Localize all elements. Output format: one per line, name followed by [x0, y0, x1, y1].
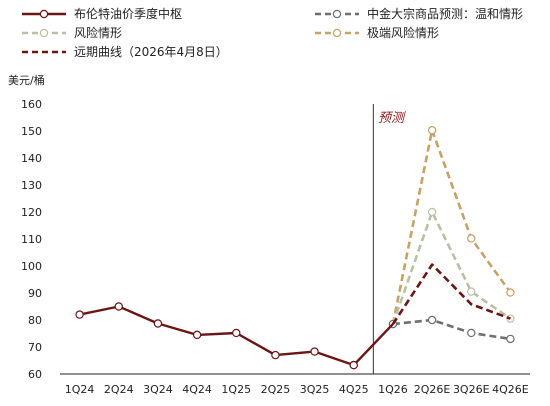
- y-tick-label: 160: [21, 98, 42, 111]
- x-tick-label: 1Q25: [221, 383, 251, 396]
- series-line-4: [391, 263, 511, 325]
- legend-label: 中金大宗商品预测：温和情形: [367, 6, 523, 21]
- series-line-2: [391, 210, 512, 325]
- data-point-0: [153, 319, 163, 328]
- data-point-0: [192, 330, 202, 340]
- x-tick-label: 4Q25: [339, 383, 369, 396]
- y-tick-label: 130: [21, 179, 42, 192]
- data-point-0: [349, 360, 358, 370]
- data-point-0: [114, 302, 123, 311]
- data-point-0: [271, 350, 280, 360]
- y-axis-label: 美元/桶: [8, 73, 45, 87]
- data-point-3: [467, 234, 476, 243]
- x-tick-label: 2Q25: [261, 383, 291, 396]
- y-tick-label: 60: [28, 368, 42, 381]
- legend-swatch-marker: [39, 28, 49, 38]
- data-point-2: [427, 207, 437, 217]
- legend-swatch-marker: [332, 28, 342, 38]
- x-tick-label: 3Q26E: [453, 383, 490, 396]
- series-line-3: [391, 128, 512, 325]
- legend-swatch-marker: [332, 9, 342, 19]
- data-point-0: [75, 310, 84, 319]
- x-tick-label: 1Q26: [378, 383, 408, 396]
- legend-label: 极端风险情形: [367, 25, 439, 40]
- series-line-0: [79, 305, 355, 367]
- series-line-1: [392, 318, 511, 341]
- y-tick-label: 90: [28, 287, 42, 300]
- y-tick-label: 70: [28, 341, 42, 354]
- legend-label: 风险情形: [74, 25, 122, 40]
- data-point-0: [310, 347, 319, 356]
- legend-label: 布伦特油价季度中枢: [74, 6, 182, 21]
- y-tick-label: 150: [21, 125, 42, 138]
- y-tick-label: 110: [21, 233, 42, 246]
- y-tick-label: 80: [28, 314, 42, 327]
- history-forecast-bridge: [352, 323, 394, 366]
- data-point-2: [467, 287, 476, 296]
- legend-swatch-marker: [39, 9, 49, 19]
- legend-label: 远期曲线（2026年4月8日）: [74, 45, 228, 59]
- data-point-1: [506, 334, 515, 344]
- x-tick-label: 3Q24: [143, 383, 173, 396]
- x-tick-label: 2Q24: [104, 383, 134, 396]
- data-point-1: [467, 328, 476, 338]
- y-tick-labels: 60 70 80 90 100 110 120 130 140 150 160: [21, 98, 42, 381]
- y-tick-label: 140: [21, 152, 42, 165]
- data-point-0: [232, 328, 241, 338]
- x-tick-label: 4Q24: [182, 383, 212, 396]
- y-tick-label: 120: [21, 206, 42, 219]
- data-point-3: [506, 288, 515, 297]
- x-tick-label: 2Q26E: [414, 383, 451, 396]
- data-point-1: [427, 315, 437, 325]
- forecast-label: 预测: [378, 111, 406, 126]
- plot-area: [75, 125, 515, 370]
- x-tick-label: 1Q24: [65, 383, 95, 396]
- data-point-3: [427, 125, 437, 135]
- x-tick-labels: 1Q24 2Q24 3Q24 4Q24 1Q25 2Q25 3Q25 4Q25 1Q26 2Q26…: [65, 383, 529, 396]
- x-tick-label: 3Q25: [300, 383, 330, 396]
- y-tick-label: 100: [21, 260, 42, 273]
- x-tick-label: 4Q26E: [492, 383, 529, 396]
